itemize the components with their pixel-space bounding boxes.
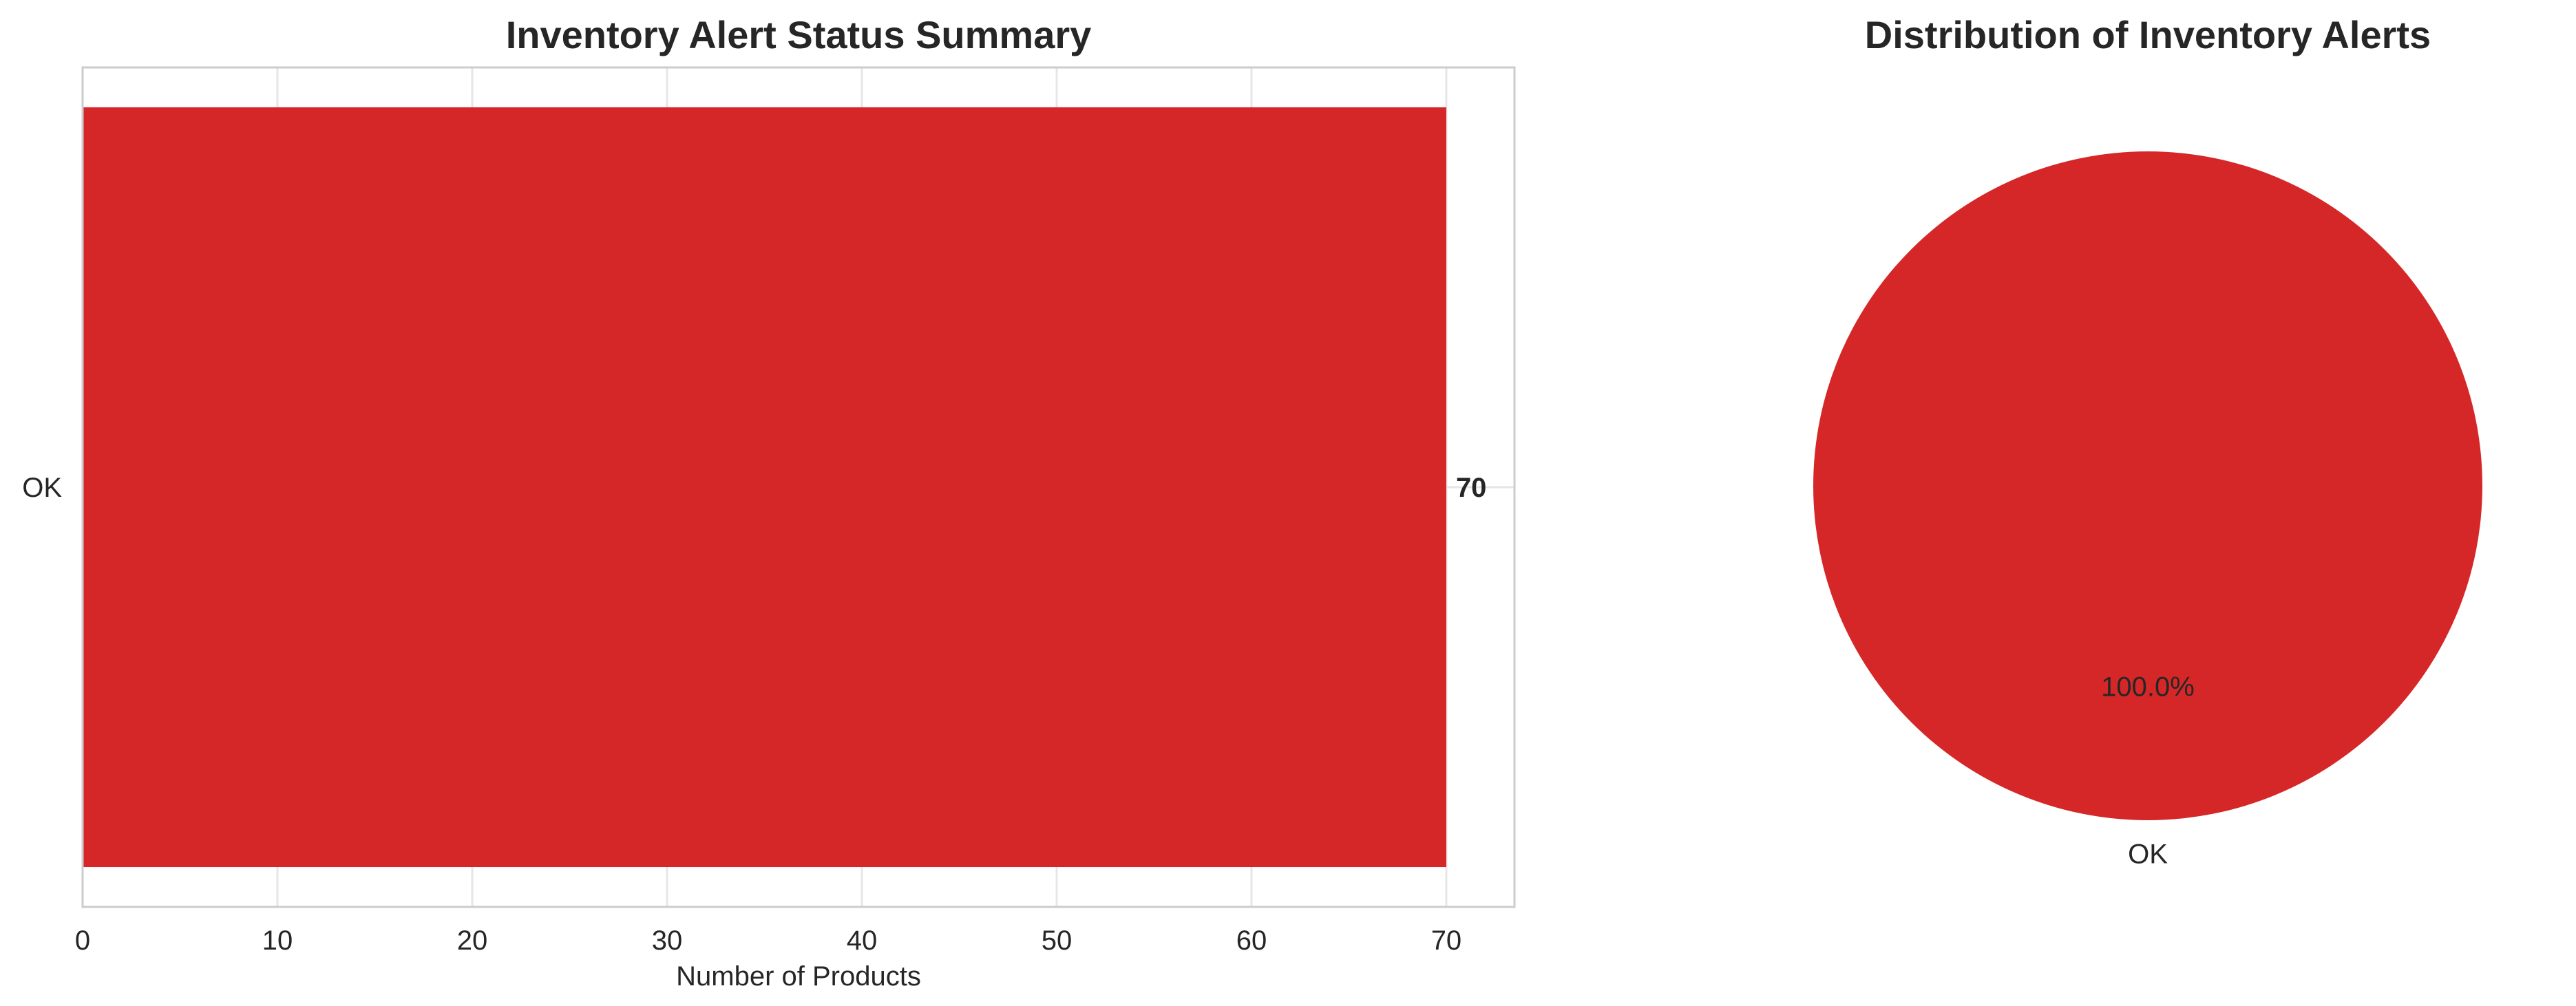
x-tick-label: 10 <box>262 925 293 956</box>
pie-slices <box>1813 151 2482 820</box>
pie-labels: 100.0% OK <box>2101 672 2195 870</box>
bar-x-ticks: 0 10 20 30 40 50 60 70 <box>75 925 1461 956</box>
pie-chart: Distribution of Inventory Alerts 100.0% O… <box>1813 13 2482 870</box>
x-tick-label: 0 <box>75 925 90 956</box>
pie-slice-ok <box>1813 151 2482 820</box>
pie-category-label: OK <box>2128 839 2168 870</box>
bar-chart: 0 10 20 30 40 50 60 70 OK 70 Inventory Alert St… <box>22 13 1516 992</box>
bar-y-ticks: OK <box>22 473 62 503</box>
x-tick-label: 30 <box>652 925 683 956</box>
x-tick-label: 70 <box>1431 925 1462 956</box>
bar-data-labels: 70 <box>1456 473 1487 503</box>
bar-x-axis-label: Number of Products <box>676 961 921 992</box>
pie-chart-title: Distribution of Inventory Alerts <box>1865 13 2431 56</box>
bar-ok <box>83 107 1446 868</box>
x-tick-label: 20 <box>457 925 488 956</box>
bar-series <box>83 107 1446 868</box>
x-tick-label: 50 <box>1042 925 1073 956</box>
pie-percent-label: 100.0% <box>2101 672 2195 703</box>
x-tick-label: 40 <box>847 925 878 956</box>
y-tick-label: OK <box>22 473 62 503</box>
bar-chart-title: Inventory Alert Status Summary <box>506 13 1092 56</box>
x-tick-label: 60 <box>1236 925 1267 956</box>
bar-data-label: 70 <box>1456 473 1487 503</box>
bar-plot-frame <box>81 66 1516 908</box>
